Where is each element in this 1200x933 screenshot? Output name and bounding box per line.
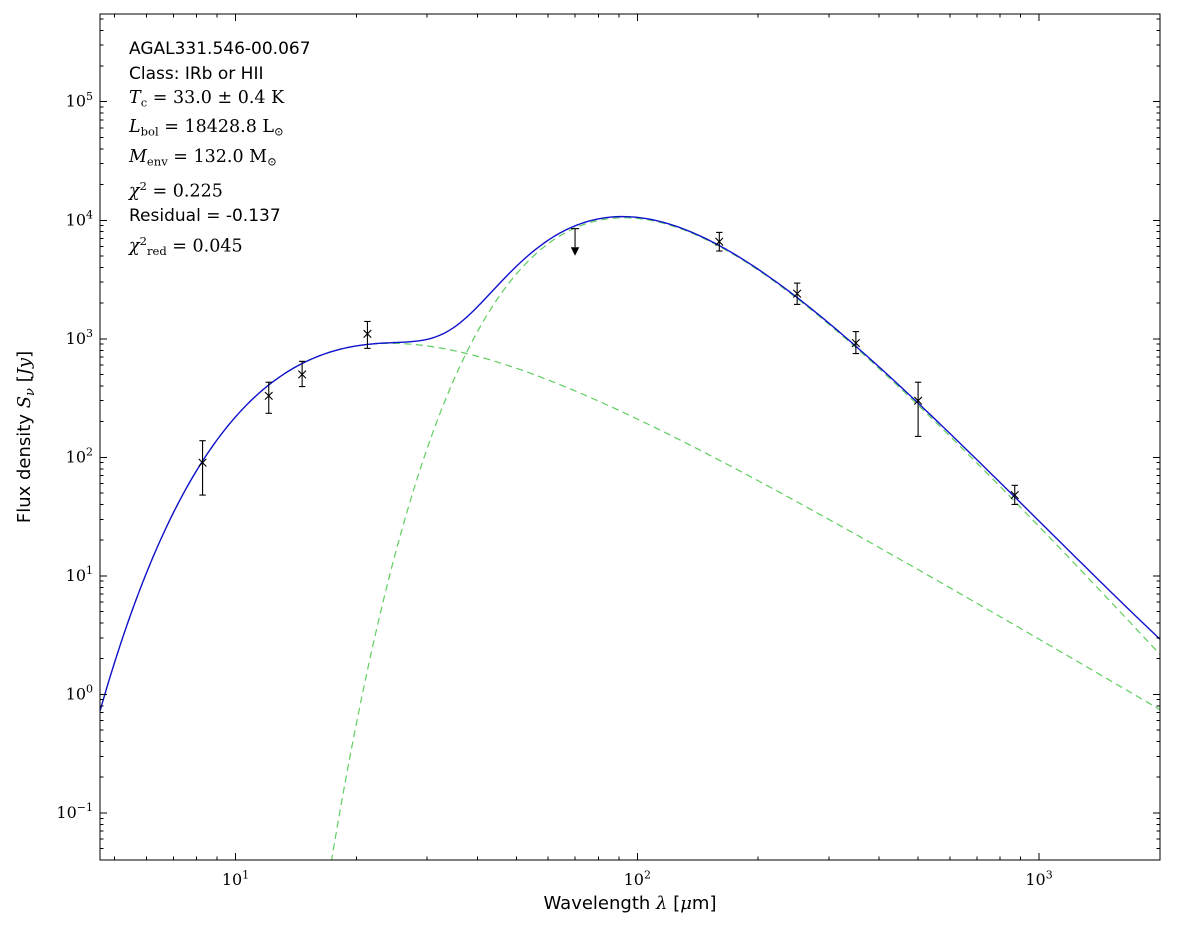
label-segment: 10 [1025, 870, 1045, 889]
annotation-segment: M [129, 146, 147, 167]
label-segment: [ [14, 375, 35, 388]
label-segment: μ [680, 893, 692, 914]
label-segment: [ [667, 893, 680, 914]
label-segment: 10 [66, 210, 86, 229]
label-segment: Flux density [14, 408, 35, 523]
annotation-segment: T [129, 88, 141, 109]
annotation-segment: = 0.045 [166, 235, 243, 256]
label-segment: 5 [86, 90, 93, 103]
annotation-segment: = 132.0 M [167, 146, 268, 167]
data-point-marker [851, 338, 861, 348]
data-point-marker [1010, 490, 1019, 500]
annotation-segment: ⊙ [267, 154, 277, 169]
data-point-marker [198, 458, 207, 467]
data-point-marker [792, 289, 802, 298]
y-tick-label: 100 [66, 683, 93, 704]
annotation-segment: ⊙ [274, 125, 284, 140]
annotation-segment: χ [129, 235, 140, 256]
data-point-marker [913, 396, 923, 405]
x-axis-label: Wavelength λ [μm] [544, 893, 717, 914]
data-point-marker [715, 237, 724, 246]
annotation-segment: Class: IRb or HII [129, 63, 264, 84]
upper-limit-arrowhead [570, 247, 580, 256]
label-segment: −1 [77, 801, 93, 814]
label-segment: 4 [86, 209, 93, 222]
annotation-line-0: AGAL331.546-00.067 [129, 37, 311, 62]
annotation-segment: = 0.225 [146, 181, 223, 202]
data-point-marker [363, 329, 372, 339]
label-segment: ν [23, 388, 38, 396]
annotation-line-1: Class: IRb or HII [129, 62, 311, 87]
label-segment: Jy [14, 357, 35, 379]
label-segment: 10 [66, 447, 86, 466]
annotation-line-7: χ2red = 0.045 [129, 229, 311, 264]
label-segment: m] [692, 893, 717, 914]
annotation-line-2: Tc = 33.0 ± 0.4 K [129, 86, 311, 115]
y-tick-label: 10−1 [56, 801, 93, 822]
label-segment: 2 [86, 446, 93, 459]
y-tick-label: 102 [66, 446, 93, 467]
axes-frame [99, 13, 1161, 861]
label-segment: 2 [644, 868, 651, 881]
annotation-segment: c [140, 95, 148, 110]
label-segment: 1 [86, 564, 93, 577]
label-segment: 1 [242, 868, 249, 881]
annotation-segment: L [129, 117, 141, 138]
curves-group [100, 215, 1160, 860]
annotation-line-3: Lbol = 18428.8 L⊙ [129, 115, 311, 144]
label-segment: S [14, 396, 35, 408]
label-segment: ] [14, 351, 35, 358]
label-segment: 0 [86, 683, 93, 696]
label-segment: λ [655, 893, 667, 914]
annotation-line-5: χ2 = 0.225 [129, 174, 311, 204]
y-tick-label: 103 [66, 327, 93, 348]
y-tick-label: 104 [66, 209, 93, 230]
x-tick-label: 101 [222, 868, 249, 889]
label-segment: 3 [86, 327, 93, 340]
data-point-marker [264, 391, 273, 401]
annotation-segment: = 18428.8 L [158, 117, 275, 138]
annotation-segment: env [146, 154, 168, 169]
y-tick-label: 101 [66, 564, 93, 585]
source-info-annotation: AGAL331.546-00.067 Class: IRb or HII Tc = … [129, 37, 311, 263]
x-tick-label: 102 [624, 868, 651, 889]
annotation-line-6: Residual = -0.137 [129, 204, 311, 229]
cold-component-curve [331, 217, 1160, 860]
label-segment: 10 [66, 566, 86, 585]
annotation-segment: 2 [139, 233, 147, 248]
hot-component-curve [100, 342, 1160, 712]
annotation-segment: Residual = -0.137 [129, 205, 281, 226]
label-segment: 3 [1046, 868, 1053, 881]
y-tick-label: 105 [66, 90, 93, 111]
x-tick-label: 103 [1025, 868, 1052, 889]
y-axis-label: Flux density Sν [Jy] [14, 351, 38, 523]
annotation-line-4: Menv = 132.0 M⊙ [129, 145, 311, 174]
annotation-segment: red [146, 243, 167, 258]
data-points-group [198, 228, 1019, 506]
data-point-marker [297, 370, 307, 379]
annotation-segment: AGAL331.546-00.067 [129, 39, 311, 59]
annotation-segment: = 33.0 ± 0.4 K [147, 88, 285, 109]
ticks-group [100, 14, 1160, 860]
annotation-segment: 2 [139, 179, 147, 194]
label-segment: 10 [66, 92, 86, 111]
label-segment: 10 [624, 870, 644, 889]
annotation-segment: bol [140, 125, 159, 140]
label-segment: 10 [66, 684, 86, 703]
label-segment: 10 [66, 329, 86, 348]
annotation-segment: χ [129, 181, 140, 202]
total-fit-curve [100, 215, 1160, 712]
label-segment: 10 [56, 803, 76, 822]
label-segment: Wavelength [544, 893, 657, 914]
label-segment: 10 [222, 870, 242, 889]
